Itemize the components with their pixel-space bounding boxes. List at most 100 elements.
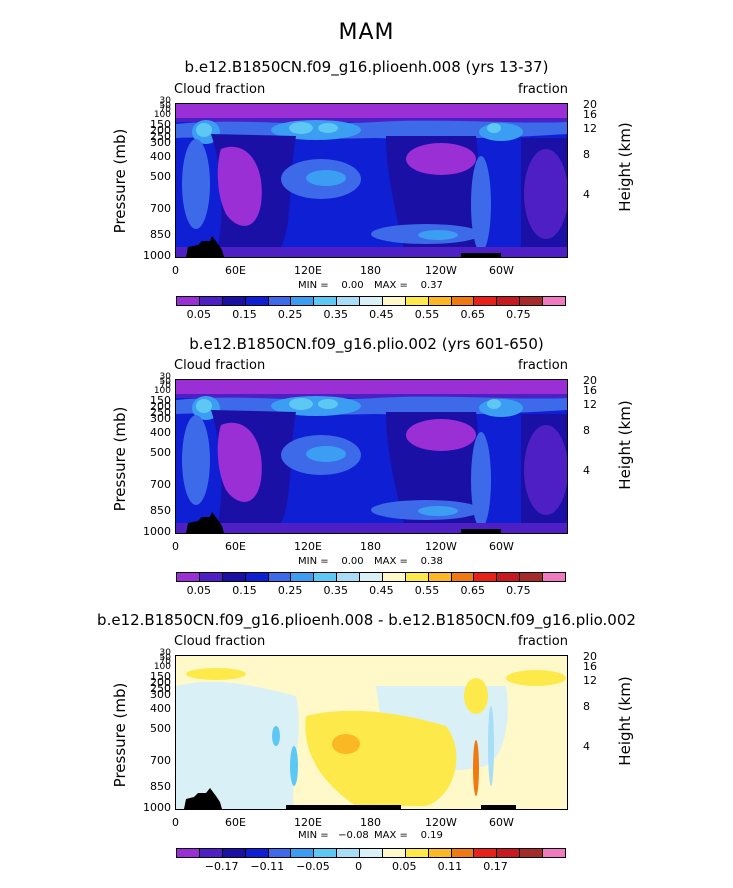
colorbar-swatch: [360, 573, 383, 581]
contour-region: [487, 399, 501, 409]
pressure-tick-label: 100: [153, 662, 171, 672]
longitude-tick-label: 60E: [225, 264, 246, 277]
pressure-tick-label: 100: [153, 386, 171, 396]
colorbar-swatch: [497, 573, 521, 581]
panel-2-plot: [175, 379, 568, 534]
panel-3-title: b.e12.B1850CN.f09_g16.plioenh.008 - b.e1…: [97, 611, 636, 629]
contour-region: [272, 726, 280, 746]
contour-region: [289, 122, 313, 134]
colorbar-swatch: [543, 849, 565, 857]
colorbar-swatch: [520, 573, 543, 581]
longitude-tick-label: 0: [172, 540, 179, 553]
height-tick-label: 20: [583, 650, 597, 663]
contour-region: [182, 415, 210, 505]
colorbar-swatch: [222, 849, 246, 857]
colorbar-label: −0.11: [250, 860, 285, 873]
pressure-tick-label: 150: [150, 118, 171, 131]
longitude-tick-label: 60W: [489, 816, 514, 829]
contour-region: [306, 170, 346, 186]
pressure-tick-label: 70: [159, 381, 171, 391]
colorbar-swatch: [474, 297, 498, 305]
colorbar-label: 0.17: [483, 860, 508, 873]
longitude-tick-label: 180: [360, 816, 381, 829]
colorbar-label: 0.55: [414, 584, 440, 597]
colorbar-swatch: [428, 297, 452, 305]
pressure-tick-label: 250: [150, 130, 171, 143]
panel-1-max: MAX = 0.37: [374, 280, 443, 291]
colorbar-swatch: [405, 297, 429, 305]
pressure-tick-label: 1000: [143, 525, 171, 538]
panel-1-left-label: Cloud fraction: [174, 82, 266, 97]
colorbar-swatch: [451, 849, 475, 857]
colorbar-swatch: [291, 573, 315, 581]
contour-region: [481, 805, 516, 809]
height-tick-label: 8: [583, 424, 590, 437]
colorbar-label: 0.45: [369, 584, 394, 597]
pressure-tick-label: 200: [150, 676, 171, 689]
colorbar-swatch: [360, 849, 383, 857]
colorbar-swatch: [245, 573, 269, 581]
colorbar-swatch: [314, 849, 338, 857]
panel-3-max: MAX = 0.19: [374, 830, 443, 841]
colorbar-swatch: [451, 297, 475, 305]
colorbar-swatch: [520, 849, 543, 857]
pressure-tick-label: 30: [159, 372, 171, 382]
contour-region: [473, 740, 479, 796]
colorbar-label: 0.45: [369, 308, 394, 321]
colorbar-swatch: [382, 297, 406, 305]
colorbar-label: 0.65: [460, 584, 485, 597]
panel-3-left-label: Cloud fraction: [174, 634, 266, 649]
longitude-tick-label: 120W: [425, 264, 457, 277]
pressure-tick-label: 30: [159, 96, 171, 106]
height-tick-label: 4: [583, 740, 590, 753]
colorbar-label: −0.17: [204, 860, 239, 873]
contour-region: [406, 143, 476, 175]
height-tick-label: 4: [583, 464, 590, 477]
panel-3-colorbar: [176, 848, 566, 858]
colorbar-swatch: [314, 573, 338, 581]
panel-2-left-label: Cloud fraction: [174, 358, 266, 373]
height-tick-label: 12: [583, 122, 597, 135]
panel-3-min: MIN = −0.08: [298, 830, 369, 841]
colorbar-label: 0.25: [277, 308, 303, 321]
colorbar-swatch: [291, 849, 315, 857]
colorbar-label: 0.05: [186, 308, 212, 321]
colorbar-label: 0.75: [506, 584, 531, 597]
contour-region: [418, 506, 458, 516]
colorbar-label: −0.05: [296, 860, 330, 873]
pressure-tick-label: 70: [159, 657, 171, 667]
panel-1-min: MIN = 0.00: [298, 280, 364, 291]
pressure-tick-label: 500: [150, 446, 171, 459]
contour-region: [506, 670, 566, 686]
colorbar-swatch: [428, 573, 452, 581]
colorbar-swatch: [405, 849, 429, 857]
height-tick-label: 20: [583, 374, 597, 387]
contour-region: [176, 523, 567, 533]
colorbar-swatch: [360, 297, 383, 305]
pressure-tick-label: 150: [150, 394, 171, 407]
panel-3-y2label: Height (km): [616, 676, 634, 766]
height-tick-label: 4: [583, 188, 590, 201]
height-tick-label: 20: [583, 98, 597, 111]
panel-2-min: MIN = 0.00: [298, 556, 364, 567]
colorbar-label: 0.75: [506, 308, 531, 321]
colorbar-swatch: [199, 849, 223, 857]
contour-region: [332, 734, 360, 754]
colorbar-swatch: [474, 849, 498, 857]
height-tick-label: 16: [583, 108, 597, 121]
pressure-tick-label: 700: [150, 478, 171, 491]
panel-3-contour: [176, 656, 567, 809]
contour-region: [176, 681, 299, 809]
contour-region: [488, 706, 494, 786]
colorbar-swatch: [405, 573, 429, 581]
pressure-tick-label: 300: [150, 136, 171, 149]
panel-1-contour: [176, 104, 567, 257]
pressure-tick-label: 400: [150, 426, 171, 439]
longitude-tick-label: 0: [172, 816, 179, 829]
panel-2-title: b.e12.B1850CN.f09_g16.plio.002 (yrs 601-…: [189, 335, 544, 353]
colorbar-swatch: [543, 297, 565, 305]
colorbar-label: 0.35: [323, 308, 349, 321]
contour-region: [306, 446, 346, 462]
longitude-tick-label: 180: [360, 264, 381, 277]
colorbar-swatch: [199, 297, 223, 305]
